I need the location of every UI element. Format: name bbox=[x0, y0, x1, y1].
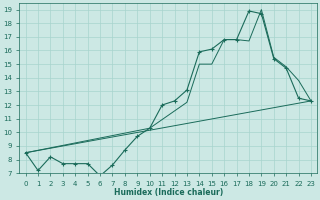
X-axis label: Humidex (Indice chaleur): Humidex (Indice chaleur) bbox=[114, 188, 223, 197]
